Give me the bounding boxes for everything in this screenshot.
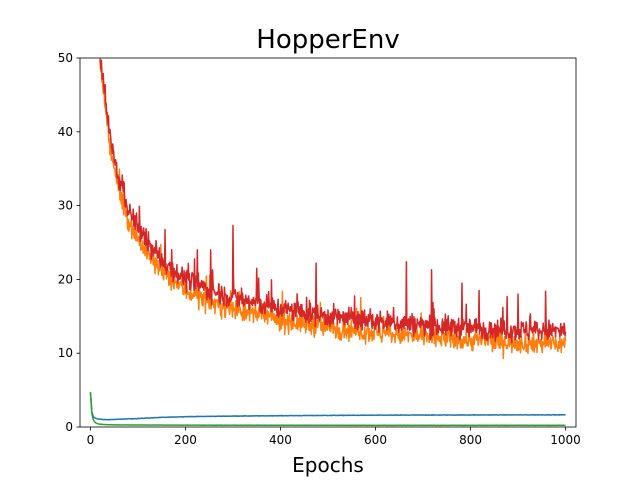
- series-lines: [89, 58, 567, 427]
- plot-frame: [79, 57, 577, 428]
- y-tick-label: 30: [58, 199, 73, 213]
- chart-title: HopperEnv: [256, 25, 399, 55]
- y-tick-label: 40: [58, 125, 73, 139]
- plot-area: 0 200 400 600 800 1000 0 10 20 30 40 50: [58, 51, 581, 447]
- x-tick-label: 800: [459, 433, 482, 447]
- x-tick-label: 400: [269, 433, 292, 447]
- y-tick-label: 0: [65, 420, 73, 434]
- series-line-4: [99, 59, 567, 344]
- x-axis-label: Epochs: [292, 453, 364, 477]
- series-line-3: [89, 392, 566, 427]
- x-tick-label: 0: [87, 433, 95, 447]
- y-tick-label: 10: [58, 346, 73, 360]
- y-tick-label: 20: [58, 272, 73, 286]
- x-tick-label: 600: [364, 433, 387, 447]
- x-tick-label: 1000: [550, 433, 581, 447]
- y-tick-label: 50: [58, 51, 73, 65]
- series-line-1: [89, 392, 566, 421]
- x-tick-label: 200: [174, 433, 197, 447]
